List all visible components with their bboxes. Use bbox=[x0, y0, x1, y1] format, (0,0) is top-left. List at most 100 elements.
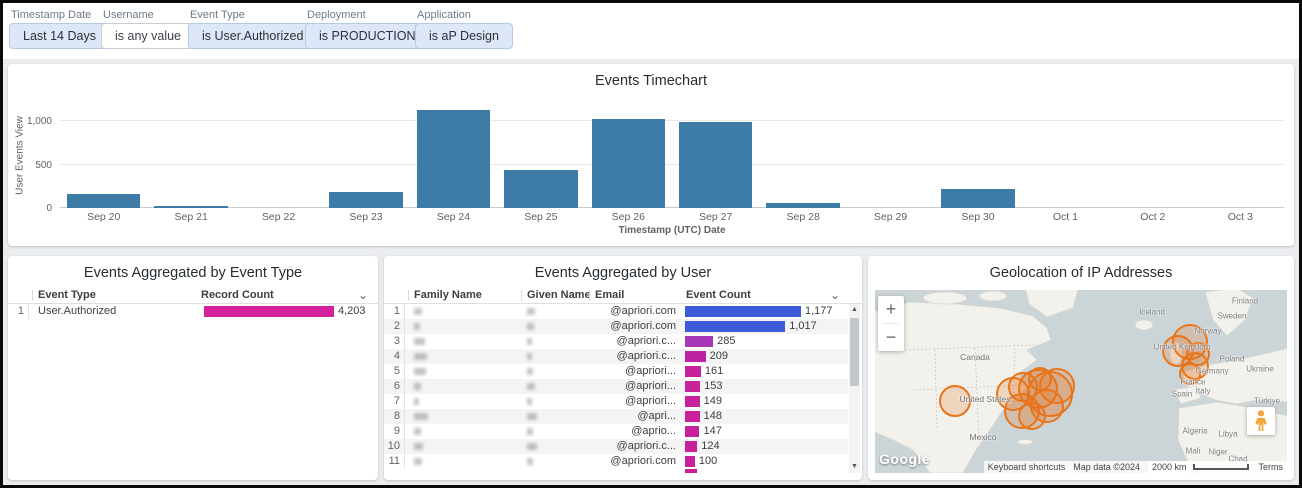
col-event-type[interactable]: Event Type bbox=[38, 289, 96, 301]
filter-label: Deployment bbox=[307, 9, 366, 21]
pegman-control[interactable] bbox=[1247, 407, 1275, 435]
event-count-bar[interactable] bbox=[685, 336, 714, 347]
table-row[interactable]: 11 @apriori.com 100 bbox=[384, 454, 848, 469]
keyboard-shortcuts-link[interactable]: Keyboard shortcuts bbox=[983, 460, 1070, 473]
table-row[interactable]: 5 @apriori... 161 bbox=[384, 364, 848, 379]
filter-label: Username bbox=[103, 9, 154, 21]
event-count-bar[interactable] bbox=[685, 441, 698, 452]
scroll-up-icon[interactable]: ▲ bbox=[851, 306, 858, 313]
timechart-plot-area bbox=[60, 104, 1284, 208]
table-row[interactable]: 8 @apri... 148 bbox=[384, 409, 848, 424]
filter-value-pill[interactable]: is aP Design bbox=[415, 23, 513, 49]
col-family-name[interactable]: Family Name bbox=[414, 289, 482, 301]
filter-value-pill[interactable]: is any value bbox=[101, 23, 196, 49]
zoom-in-button[interactable]: + bbox=[885, 299, 897, 319]
map-data-text: Map data ©2024 bbox=[1069, 460, 1144, 473]
filter-label: Timestamp Date bbox=[11, 9, 92, 21]
table-scrollbar[interactable]: ▲ ▼ bbox=[849, 304, 860, 473]
timechart-bar[interactable] bbox=[416, 110, 491, 208]
email-value[interactable]: @aprio... bbox=[631, 425, 676, 437]
x-tick-label: Sep 25 bbox=[524, 211, 558, 223]
timechart-bar[interactable] bbox=[766, 203, 840, 208]
family-name-redacted bbox=[414, 383, 421, 390]
map-place-label: Spain bbox=[1171, 389, 1193, 399]
scrollbar-thumb[interactable] bbox=[850, 318, 859, 386]
event-count-bar[interactable] bbox=[685, 306, 801, 317]
filter-value-pill[interactable]: is User.Authorized bbox=[188, 23, 318, 49]
email-value[interactable]: @apriori.c... bbox=[616, 440, 676, 452]
col-given-name[interactable]: Given Name bbox=[527, 289, 591, 301]
table-row[interactable]: 4 @apriori.c... 209 bbox=[384, 349, 848, 364]
event-count-bar[interactable] bbox=[685, 456, 695, 467]
event-count-bar[interactable] bbox=[685, 321, 786, 332]
email-value[interactable]: @apriori.c... bbox=[616, 335, 676, 347]
email-value[interactable]: @apriori.com bbox=[610, 305, 676, 317]
table-row[interactable]: 6 @apriori... 153 bbox=[384, 379, 848, 394]
table-row[interactable]: 7 @apriori... 149 bbox=[384, 394, 848, 409]
timechart-bar[interactable] bbox=[941, 188, 1015, 208]
event-count-bar[interactable] bbox=[685, 366, 701, 377]
map-place-label: Iceland bbox=[1139, 307, 1165, 317]
col-email[interactable]: Email bbox=[595, 289, 625, 301]
event-count-bar[interactable] bbox=[685, 351, 706, 362]
record-count-value: 4,203 bbox=[338, 305, 366, 317]
map-place-label: Algeria bbox=[1182, 426, 1208, 436]
family-name-redacted bbox=[414, 428, 421, 435]
filter-bar: Timestamp Date Last 14 Days Username is any… bbox=[3, 3, 1299, 59]
event-count-bar[interactable] bbox=[685, 396, 700, 407]
email-value[interactable]: @apriori.c... bbox=[616, 350, 676, 362]
map-place-label: Italy bbox=[1195, 386, 1211, 396]
table-row[interactable]: 2 @apriori.com 1,017 bbox=[384, 319, 848, 334]
timechart-bar[interactable] bbox=[591, 119, 665, 208]
timechart-bar[interactable] bbox=[504, 170, 578, 208]
event-type-panel: Events Aggregated by Event Type Event Ty… bbox=[8, 256, 378, 480]
event-count-value: 148 bbox=[703, 410, 722, 422]
email-value[interactable]: @apriori... bbox=[625, 395, 676, 407]
col-event-count[interactable]: Event Count bbox=[686, 289, 751, 301]
event-type-value[interactable]: User.Authorized bbox=[38, 305, 117, 317]
row-index: 8 bbox=[384, 409, 405, 424]
event-count-value: 124 bbox=[701, 440, 720, 452]
filter-group: Username is any value bbox=[101, 3, 196, 55]
column-menu-chevron-icon[interactable]: ⌄ bbox=[830, 288, 841, 302]
table-row[interactable]: 9 @aprio... 147 bbox=[384, 424, 848, 439]
geolocation-circle[interactable] bbox=[1179, 363, 1201, 385]
event-count-bar[interactable] bbox=[685, 381, 701, 392]
geolocation-circle[interactable] bbox=[1028, 367, 1052, 391]
google-map[interactable]: Iceland Finland Sweden Norway Canada United K… bbox=[875, 290, 1287, 473]
table-row[interactable]: 1 @apriori.com 1,177 bbox=[384, 304, 848, 319]
terms-link[interactable]: Terms bbox=[1254, 460, 1287, 473]
zoom-out-button[interactable]: − bbox=[885, 327, 897, 347]
gridline bbox=[60, 163, 1284, 165]
geolocation-circle[interactable] bbox=[939, 385, 971, 417]
x-tick-label: Oct 3 bbox=[1227, 211, 1253, 223]
event-count-value: 209 bbox=[709, 350, 728, 362]
column-menu-chevron-icon[interactable]: ⌄ bbox=[358, 288, 369, 302]
email-value[interactable]: @apriori.com bbox=[610, 455, 676, 467]
col-record-count[interactable]: Record Count bbox=[201, 289, 274, 301]
timechart-bar[interactable] bbox=[66, 194, 141, 208]
filter-value-pill[interactable]: Last 14 Days bbox=[9, 23, 110, 49]
event-type-row[interactable]: 1 User.Authorized 4,203 bbox=[8, 304, 378, 319]
email-value[interactable]: @apriori... bbox=[625, 380, 676, 392]
event-type-panel-title: Events Aggregated by Event Type bbox=[83, 265, 303, 281]
event-count-value: 285 bbox=[717, 335, 736, 347]
event-count-bar[interactable] bbox=[685, 426, 700, 437]
filter-value-pill[interactable]: is PRODUCTION bbox=[305, 23, 430, 49]
map-place-label: Poland bbox=[1219, 354, 1245, 364]
table-row[interactable]: 3 @apriori.c... 285 bbox=[384, 334, 848, 349]
email-value[interactable]: @apriori.com bbox=[610, 320, 676, 332]
event-count-bar[interactable] bbox=[685, 411, 700, 422]
given-name-redacted bbox=[527, 323, 534, 330]
timechart-bar[interactable] bbox=[678, 121, 753, 208]
timechart-bar[interactable] bbox=[154, 206, 228, 208]
timechart-bar[interactable] bbox=[329, 191, 403, 208]
table-row[interactable]: 10 @apriori.c... 124 bbox=[384, 439, 848, 454]
scroll-down-icon[interactable]: ▼ bbox=[851, 463, 858, 470]
row-index: 2 bbox=[384, 319, 405, 334]
event-count-value: 147 bbox=[703, 425, 722, 437]
x-axis-title: Timestamp (UTC) Date bbox=[618, 225, 726, 236]
email-value[interactable]: @apri... bbox=[637, 410, 676, 422]
record-count-bar[interactable] bbox=[204, 306, 334, 317]
email-value[interactable]: @apriori... bbox=[625, 365, 676, 377]
